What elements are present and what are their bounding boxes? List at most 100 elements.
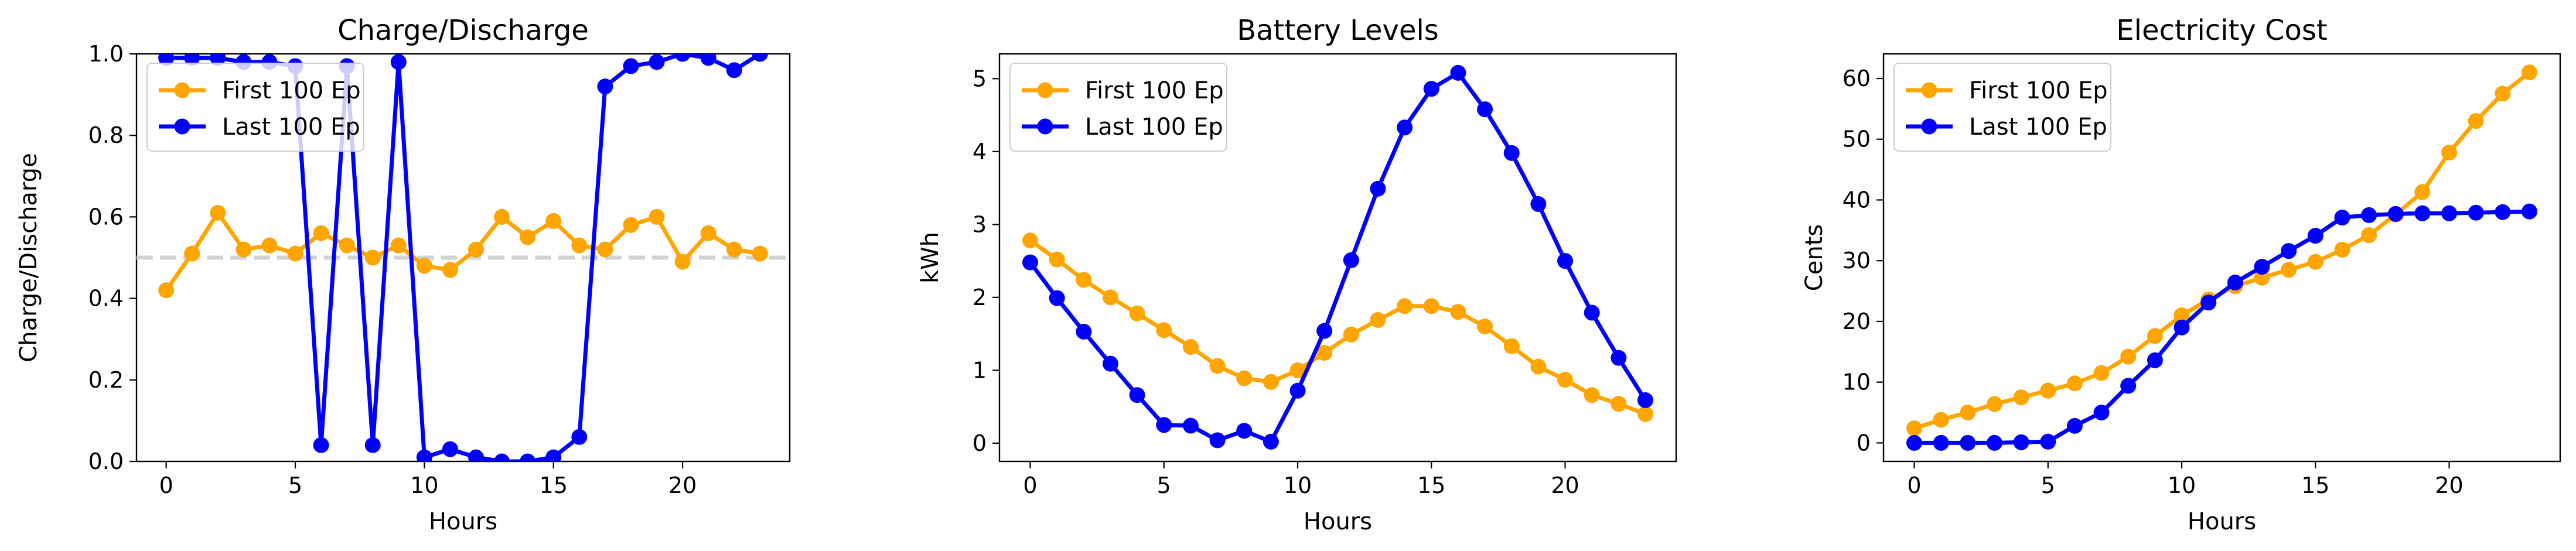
y-tick-label: 10 xyxy=(1843,369,1871,395)
x-tick-label: 0 xyxy=(1023,473,1037,498)
last-100-ep-point xyxy=(2495,204,2511,220)
last-100-ep-point xyxy=(1986,434,2002,451)
first-100-ep-point xyxy=(1102,289,1118,306)
last-100-ep-point xyxy=(2227,275,2243,291)
first-100-ep-point xyxy=(1236,370,1253,386)
last-100-ep-point xyxy=(1933,434,1949,451)
first-100-ep-series-line xyxy=(1029,238,1646,416)
first-100-ep-point xyxy=(287,245,303,262)
x-tick-label: 10 xyxy=(1284,473,1312,498)
last-100-ep-point xyxy=(1370,180,1386,197)
legend-box xyxy=(146,63,364,152)
first-100-ep-point xyxy=(2254,269,2270,286)
first-100-ep-point xyxy=(1450,304,1466,320)
last-100-ep-point xyxy=(597,78,613,95)
last-100-ep-point xyxy=(2120,378,2137,394)
first-100-ep-point xyxy=(1637,406,1653,422)
y-tick-label: 50 xyxy=(1843,126,1871,152)
y-tick-label: 3 xyxy=(973,211,987,237)
y-tick-label: 0.8 xyxy=(88,122,124,148)
last-100-ep-point xyxy=(1450,64,1466,81)
y-tick-label: 40 xyxy=(1843,187,1871,213)
last-100-ep-point xyxy=(649,54,665,70)
first-100-ep-point xyxy=(1343,326,1359,343)
last-100-ep-legend-label: Last 100 Ep xyxy=(1969,114,2107,141)
last-100-ep-legend-label: Last 100 Ep xyxy=(1085,114,1223,141)
first-100-ep-point xyxy=(210,204,226,221)
first-100-ep-point xyxy=(1986,396,2002,412)
first-100-ep-point xyxy=(2414,184,2431,200)
last-100-ep-point xyxy=(1397,119,1413,136)
first-100-ep-point xyxy=(597,241,613,258)
last-100-ep-point xyxy=(2522,203,2537,220)
first-100-ep-point xyxy=(236,241,252,258)
first-100-ep-point xyxy=(1557,372,1574,388)
first-100-ep-point xyxy=(700,225,716,241)
last-100-ep-point xyxy=(1503,145,1520,161)
last-100-ep-point xyxy=(1316,323,1333,339)
first-100-ep-point xyxy=(468,241,485,258)
y-tick-label: 2 xyxy=(973,285,987,310)
first-100-ep-point xyxy=(1503,338,1520,354)
last-100-ep-point xyxy=(2013,434,2029,450)
first-100-ep-point xyxy=(2361,227,2377,244)
last-100-ep-point xyxy=(313,437,329,453)
first-100-ep-point xyxy=(1423,298,1439,314)
y-tick-label: 0.6 xyxy=(88,204,124,230)
chart-title: Charge/Discharge xyxy=(337,14,589,47)
y-axis-label: Charge/Discharge xyxy=(15,153,42,362)
last-100-ep-point xyxy=(1423,81,1439,97)
last-100-ep-point xyxy=(1182,417,1199,434)
first-100-ep-point xyxy=(571,237,588,254)
last-100-ep-point xyxy=(1584,304,1600,321)
first-100-ep-point xyxy=(2040,382,2056,399)
first-100-ep-point xyxy=(1049,251,1065,268)
last-100-ep-point xyxy=(2361,207,2377,223)
plot-data xyxy=(1022,64,1653,450)
first-100-ep-legend-label: First 100 Ep xyxy=(1969,77,2108,104)
charge-discharge-chart: Charge/Discharge 0 5 10 15 20 0.0 0.2 0.4 0.6 0.8 1… xyxy=(15,14,791,535)
first-100-ep-legend-label: First 100 Ep xyxy=(222,77,361,104)
first-100-ep-point xyxy=(1477,319,1493,335)
first-100-ep-point xyxy=(2334,242,2350,258)
first-100-ep-point xyxy=(339,237,355,254)
last-100-ep-point xyxy=(545,449,562,461)
first-100-ep-point xyxy=(1316,344,1333,361)
first-100-ep-point xyxy=(2120,348,2137,365)
last-100-ep-point xyxy=(2468,204,2484,221)
last-100-ep-point xyxy=(1022,254,1038,271)
first-100-ep-point xyxy=(1530,358,1547,375)
plot-data xyxy=(1906,64,2537,451)
y-tick-label: 0 xyxy=(1857,430,1871,456)
last-100-ep-point xyxy=(416,449,432,461)
first-100-ep-legend-marker xyxy=(174,82,190,98)
last-100-ep-point xyxy=(2414,205,2431,221)
first-100-ep-point xyxy=(674,254,691,270)
chart-title: Battery Levels xyxy=(1237,14,1439,47)
last-100-ep-point xyxy=(1263,433,1279,450)
first-100-ep-point xyxy=(2093,365,2110,381)
last-100-ep-point xyxy=(2307,228,2323,244)
y-tick-label: 30 xyxy=(1843,248,1871,273)
last-100-ep-point xyxy=(1156,417,1172,433)
last-100-ep-point xyxy=(726,62,742,78)
last-100-ep-point xyxy=(700,54,716,66)
plot-frame xyxy=(998,53,1677,463)
first-100-ep-point xyxy=(520,229,536,245)
last-100-ep-point xyxy=(2387,206,2404,222)
first-100-ep-point xyxy=(2013,389,2029,406)
x-tick-label: 15 xyxy=(2301,473,2329,498)
first-100-ep-point xyxy=(1022,232,1038,249)
last-100-ep-point xyxy=(1209,432,1226,449)
y-axis-label: Cents xyxy=(1801,224,1828,291)
last-100-ep-point xyxy=(364,437,381,453)
legend-box xyxy=(1893,63,2111,152)
first-100-ep-point xyxy=(623,217,639,233)
battery-levels-chart: Battery Levels 0 5 10 15 20 0 1 2 3 4 5 Hours kWh Firs… xyxy=(917,14,1677,535)
last-100-ep-point xyxy=(1129,387,1145,403)
y-tick-label: 0.2 xyxy=(88,367,124,393)
first-100-ep-point xyxy=(390,237,407,254)
x-tick-label: 15 xyxy=(1417,473,1445,498)
first-100-ep-point xyxy=(2174,307,2190,324)
